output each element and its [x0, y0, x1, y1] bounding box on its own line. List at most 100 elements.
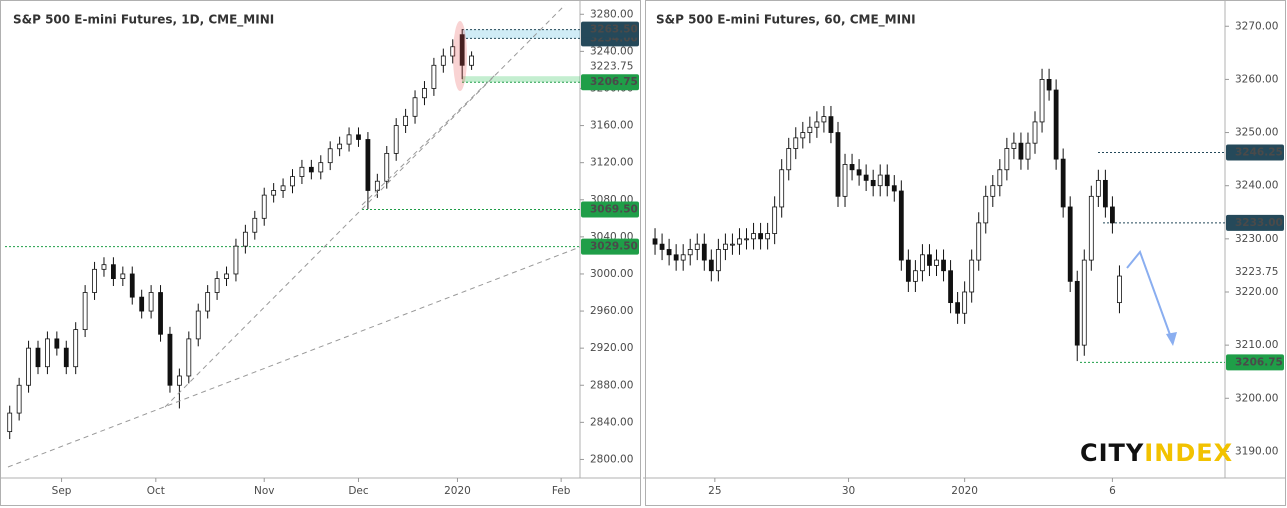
candle-body	[730, 243, 735, 246]
x-tick-label: Nov	[254, 485, 275, 497]
x-tick-label: Oct	[147, 485, 165, 497]
candle-body	[393, 125, 399, 154]
candle-body	[403, 115, 409, 126]
price-tag-label: 3069.50	[590, 204, 638, 216]
chart: S&P 500 E-mini Futures, 1D, CME_MINI 2800…	[0, 0, 640, 497]
candle-body	[715, 249, 721, 272]
trend-line	[164, 4, 566, 408]
y-tick-label: 2960.00	[590, 305, 633, 317]
candle-body	[990, 185, 996, 197]
candle-body	[680, 254, 686, 261]
candle-body	[224, 273, 229, 279]
chart: S&P 500 E-mini Futures, 60, CME_MINI 3190…	[643, 0, 1285, 497]
candle-body	[723, 243, 728, 250]
chart-title: S&P 500 E-mini Futures, 1D, CME_MINI	[13, 13, 274, 28]
candle-body	[384, 152, 390, 182]
drawings	[7, 4, 1177, 468]
candle-body	[337, 143, 343, 150]
candle-body	[891, 185, 897, 192]
y-tick-label: 3230.00	[1235, 233, 1278, 245]
candle-body	[1046, 79, 1052, 91]
candle-body	[948, 270, 953, 304]
candle-body	[176, 375, 182, 386]
candle-body	[765, 233, 771, 240]
candle-body	[962, 291, 968, 314]
price-tag	[1226, 214, 1284, 231]
x-tick-label: 30	[842, 485, 855, 497]
candle-body	[687, 249, 693, 256]
candle-body	[1053, 89, 1059, 160]
candle-body	[365, 139, 371, 191]
candle-body	[167, 333, 173, 386]
candle-body	[422, 88, 427, 99]
candle-body	[976, 222, 982, 261]
candle-body	[807, 126, 813, 133]
candle-body	[1110, 206, 1115, 224]
candle-body	[786, 148, 792, 171]
candle-body	[158, 292, 163, 335]
candle-body	[431, 64, 437, 89]
zone	[462, 29, 580, 39]
candle-body	[1025, 142, 1031, 160]
candle-body	[659, 243, 665, 250]
candle-body	[450, 46, 456, 57]
y-tick-label: 3190.00	[1235, 445, 1278, 457]
price-tag	[1226, 264, 1284, 281]
candle-body	[195, 310, 201, 340]
x-tick-label: 25	[708, 485, 721, 497]
candle-body	[934, 259, 939, 266]
arrow	[1126, 249, 1174, 344]
candle-body	[233, 245, 239, 275]
candle-body	[758, 233, 763, 240]
candle-body	[1067, 206, 1073, 282]
logo-part: INDEX	[1144, 439, 1233, 467]
candle-body	[1032, 121, 1038, 144]
x-tick-label: 2020	[444, 485, 471, 497]
candle-body	[694, 243, 700, 250]
x-tick-label: Dec	[348, 485, 369, 497]
price-tag-label: 3233.00	[1235, 217, 1283, 229]
y-tick-label: 2920.00	[590, 342, 633, 354]
candle-body	[214, 278, 220, 293]
candle-body	[1088, 195, 1094, 261]
candle-body	[45, 338, 50, 368]
trend-line	[7, 246, 581, 468]
right-panel	[645, 0, 1286, 506]
candle-body	[835, 132, 841, 197]
zone	[462, 76, 580, 83]
arrow-head	[1166, 332, 1177, 346]
candle-body	[1074, 280, 1080, 346]
y-tick-label: 3240.00	[590, 45, 633, 57]
price-tag	[581, 74, 639, 91]
candle-body	[374, 180, 380, 191]
candle-body	[1039, 79, 1045, 123]
chart-title: S&P 500 E-mini Futures, 60, CME_MINI	[656, 13, 916, 28]
candle-body	[870, 179, 876, 187]
candle-body	[898, 190, 904, 261]
candle-body	[737, 238, 742, 245]
highlight	[453, 21, 467, 91]
logo: CITYINDEX	[1080, 439, 1233, 467]
candle-body	[148, 292, 154, 312]
y-tick-label: 3210.00	[1235, 339, 1278, 351]
y-tick-label: 3000.00	[590, 268, 633, 280]
candle-body	[997, 169, 1003, 187]
candle-body	[821, 116, 827, 123]
price-tag-label: 3206.75	[590, 76, 638, 88]
candle-body	[666, 249, 672, 256]
candle-body	[346, 134, 352, 145]
candle-body	[440, 55, 446, 66]
candle-body	[63, 347, 69, 368]
candle-body	[73, 329, 79, 368]
candle-body	[186, 338, 192, 377]
price-tag	[581, 58, 639, 75]
price-tag-label: 3246.25	[1235, 146, 1283, 158]
candle-body	[205, 292, 211, 312]
candle-body	[459, 34, 465, 66]
price-tag	[581, 238, 639, 255]
candle-body	[969, 259, 975, 293]
candle-body	[308, 166, 314, 173]
candle-body	[327, 148, 333, 164]
y-tick-label: 3250.00	[1235, 127, 1278, 139]
candle-body	[856, 169, 862, 176]
